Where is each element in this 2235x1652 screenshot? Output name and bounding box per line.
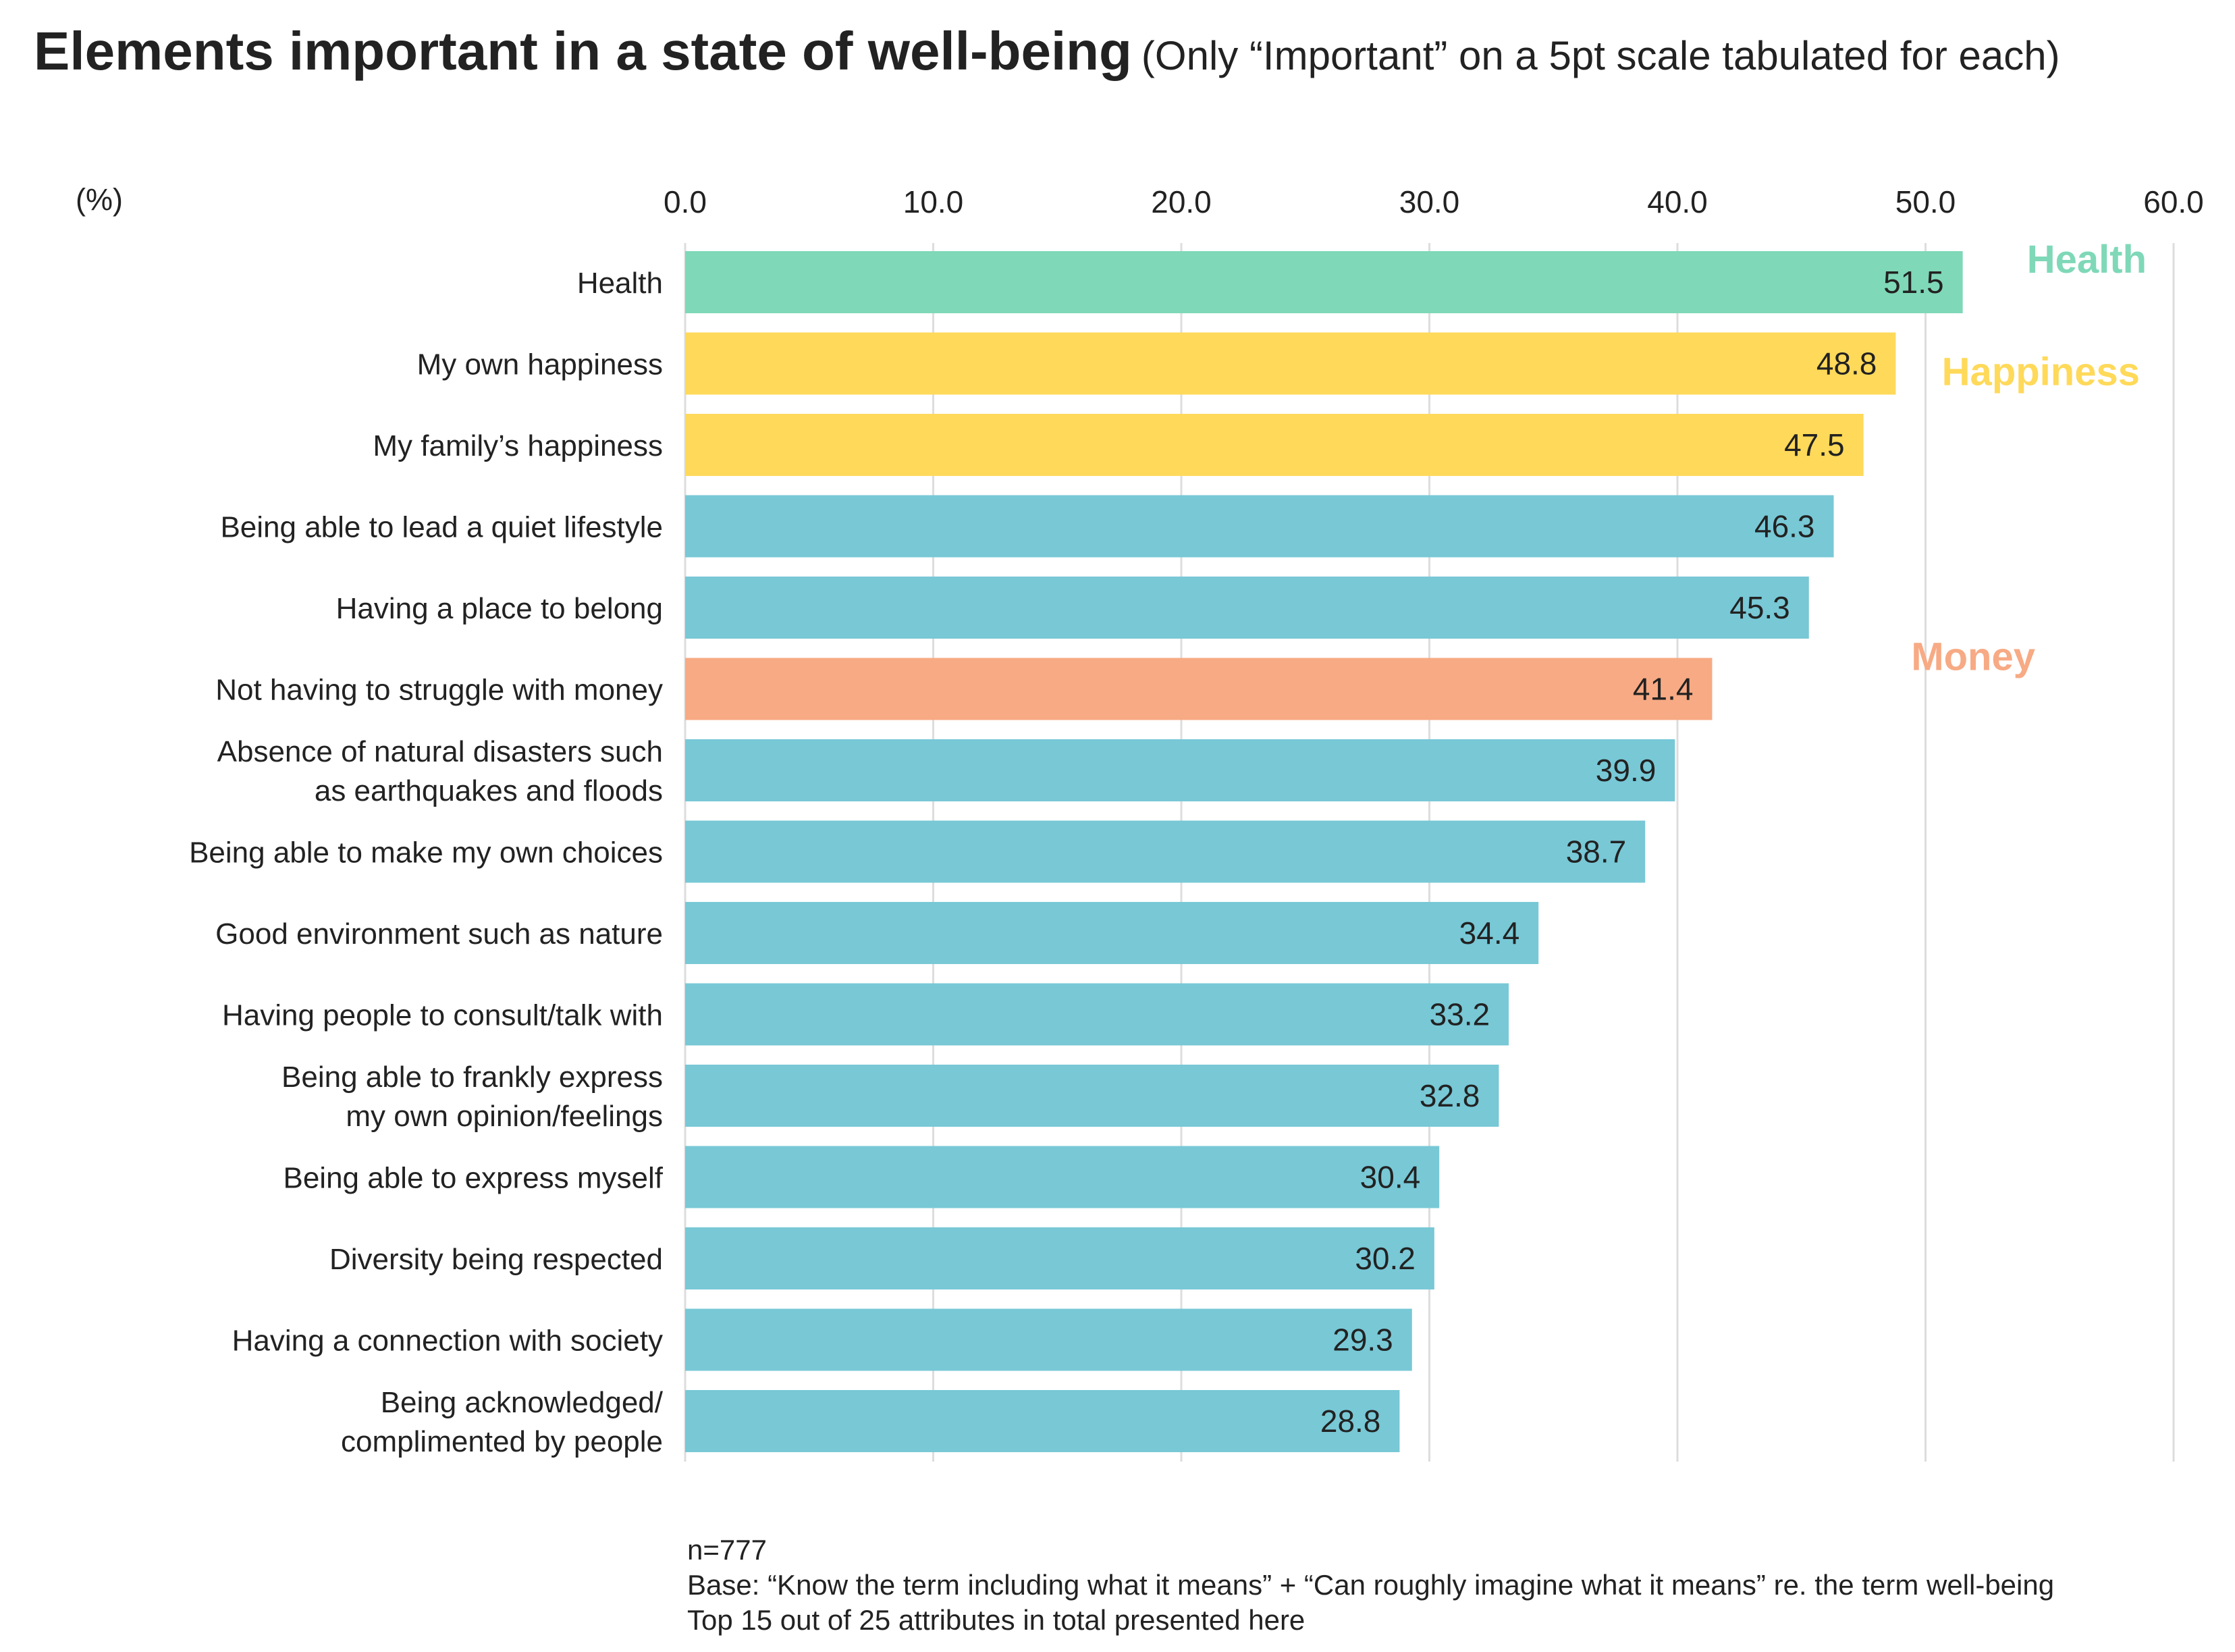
category-label: Being able to express myself bbox=[283, 1162, 663, 1195]
category-label: My family’s happiness bbox=[373, 429, 663, 462]
bar bbox=[685, 820, 1646, 883]
data-label: 46.3 bbox=[1754, 509, 1815, 544]
chart-subtitle: (Only “Important” on a 5pt scale tabulat… bbox=[1141, 33, 2060, 78]
group-annotation: Money bbox=[1911, 635, 2035, 679]
data-label: 30.4 bbox=[1360, 1160, 1421, 1195]
data-label: 33.2 bbox=[1430, 997, 1490, 1032]
bar bbox=[685, 577, 1809, 639]
category-label: Health bbox=[577, 267, 663, 300]
bar bbox=[685, 658, 1713, 720]
bar bbox=[685, 332, 1896, 395]
bar bbox=[685, 1065, 1499, 1127]
bar bbox=[685, 251, 1963, 313]
category-label: Absence of natural disasters such bbox=[217, 735, 663, 768]
group-annotation: Happiness bbox=[1942, 350, 2140, 394]
data-label: 39.9 bbox=[1596, 753, 1657, 788]
category-label: Having a connection with society bbox=[232, 1325, 663, 1358]
sample-size-note: n=777 bbox=[687, 1534, 767, 1566]
x-tick-label: 30.0 bbox=[1399, 184, 1460, 219]
x-tick-label: 20.0 bbox=[1151, 184, 1212, 219]
x-tick-label: 60.0 bbox=[2143, 184, 2204, 219]
bar bbox=[685, 414, 1864, 476]
category-label: Being able to lead a quiet lifestyle bbox=[220, 511, 663, 544]
bar bbox=[685, 983, 1509, 1046]
category-label: Being able to make my own choices bbox=[189, 836, 663, 870]
data-label: 48.8 bbox=[1816, 346, 1877, 381]
bar bbox=[685, 495, 1834, 558]
category-label: Diversity being respected bbox=[329, 1243, 663, 1276]
data-label: 51.5 bbox=[1883, 265, 1944, 300]
category-label: Having people to consult/talk with bbox=[222, 999, 663, 1032]
x-tick-label: 0.0 bbox=[664, 184, 707, 219]
data-label: 29.3 bbox=[1332, 1323, 1393, 1358]
bar bbox=[685, 1308, 1412, 1371]
scope-note: Top 15 out of 25 attributes in total pre… bbox=[687, 1604, 1305, 1636]
x-tick-label: 40.0 bbox=[1647, 184, 1708, 219]
data-label: 38.7 bbox=[1566, 834, 1627, 870]
data-label: 32.8 bbox=[1420, 1078, 1480, 1113]
category-label: Having a place to belong bbox=[336, 592, 663, 625]
category-label: as earthquakes and floods bbox=[315, 774, 663, 807]
data-label: 41.4 bbox=[1633, 672, 1694, 707]
x-tick-label: 50.0 bbox=[1895, 184, 1956, 219]
data-label: 30.2 bbox=[1355, 1241, 1416, 1276]
chart-title: Elements important in a state of well-be… bbox=[34, 21, 1132, 81]
chart-notes: n=777 Base: “Know the term including wha… bbox=[687, 1533, 2054, 1638]
category-label: Being acknowledged/ bbox=[381, 1386, 664, 1419]
category-label: my own opinion/feelings bbox=[346, 1100, 663, 1133]
group-annotation: Health bbox=[2027, 238, 2147, 282]
bar bbox=[685, 1390, 1400, 1452]
bar bbox=[685, 1227, 1434, 1289]
data-label: 28.8 bbox=[1320, 1404, 1381, 1439]
data-label: 47.5 bbox=[1784, 427, 1845, 462]
category-label: My own happiness bbox=[417, 348, 663, 381]
base-note: Base: “Know the term including what it m… bbox=[687, 1569, 2055, 1601]
category-label: Not having to struggle with money bbox=[215, 674, 663, 707]
bar bbox=[685, 739, 1675, 801]
unit-label: (%) bbox=[76, 182, 123, 217]
bar bbox=[685, 902, 1539, 964]
category-label: complimented by people bbox=[341, 1425, 663, 1458]
category-label: Good environment such as nature bbox=[215, 917, 663, 951]
bar bbox=[685, 1146, 1440, 1208]
data-label: 34.4 bbox=[1459, 915, 1520, 951]
category-label: Being able to frankly express bbox=[281, 1061, 663, 1094]
x-tick-label: 10.0 bbox=[903, 184, 964, 219]
data-label: 45.3 bbox=[1729, 590, 1790, 625]
chart-title-block: Elements important in a state of well-be… bbox=[34, 20, 2060, 82]
